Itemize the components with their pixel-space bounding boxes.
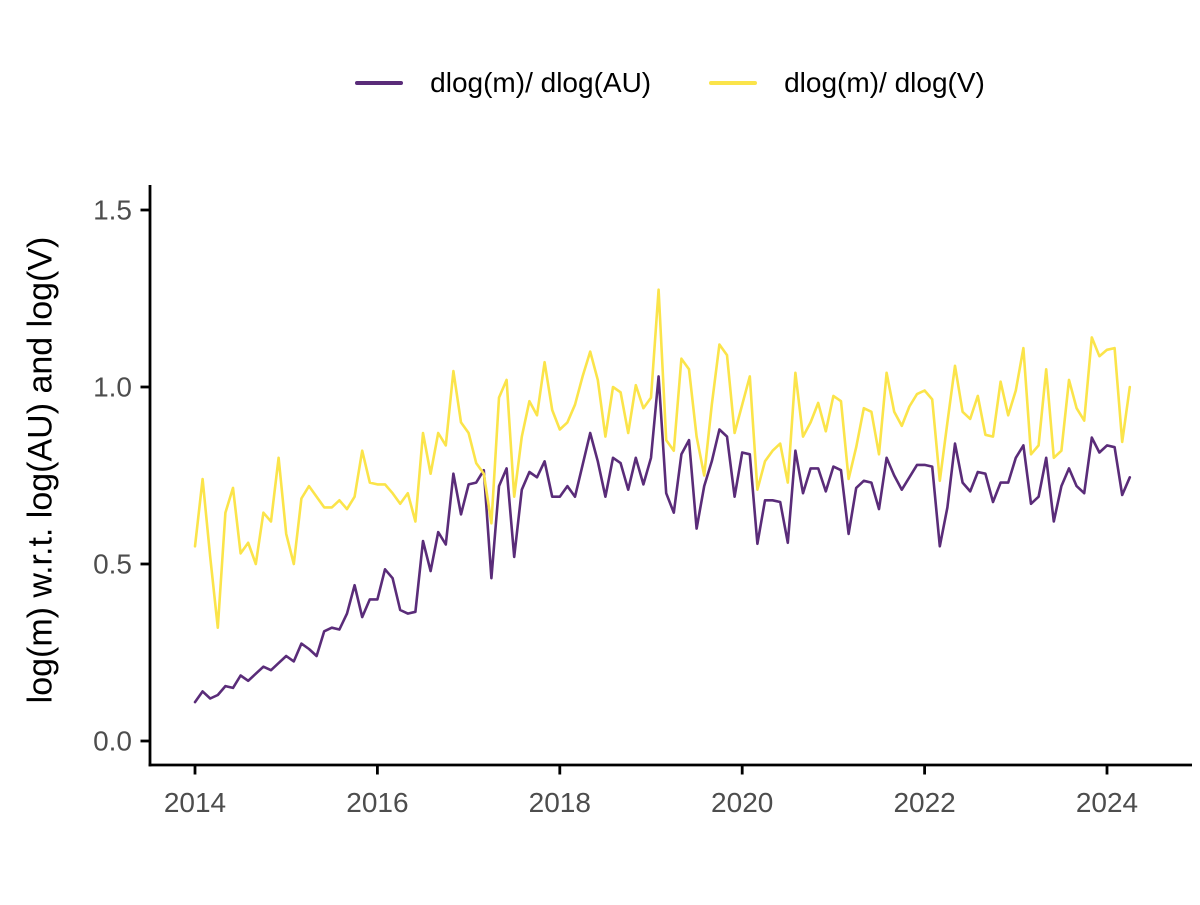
x-tick-label: 2024	[1076, 787, 1138, 818]
y-tick-label: 1.5	[93, 195, 132, 226]
x-tick-label: 2014	[164, 787, 226, 818]
x-tick-label: 2018	[529, 787, 591, 818]
legend-label: dlog(m)/ dlog(AU)	[430, 67, 652, 98]
y-axis-title: log(m) w.r.t. log(AU) and log(V)	[21, 236, 60, 704]
legend-line-swatch	[355, 81, 404, 85]
x-tick-label: 2020	[711, 787, 773, 818]
x-tick-label: 2016	[346, 787, 408, 818]
legend-item-au: dlog(m)/ dlog(AU)	[355, 67, 651, 99]
y-tick-label: 0.5	[93, 549, 132, 580]
series-line-dlog-v	[193, 288, 1132, 630]
y-tick-label: 0.0	[93, 726, 132, 757]
chart-legend: dlog(m)/ dlog(AU) dlog(m)/ dlog(V)	[150, 58, 1190, 108]
x-tick-label: 2022	[893, 787, 955, 818]
legend-line-swatch	[709, 81, 758, 85]
legend-item-v: dlog(m)/ dlog(V)	[709, 67, 985, 99]
y-tick-label: 1.0	[93, 372, 132, 403]
legend-label: dlog(m)/ dlog(V)	[784, 67, 985, 98]
series-line-dlog-au	[193, 375, 1132, 704]
